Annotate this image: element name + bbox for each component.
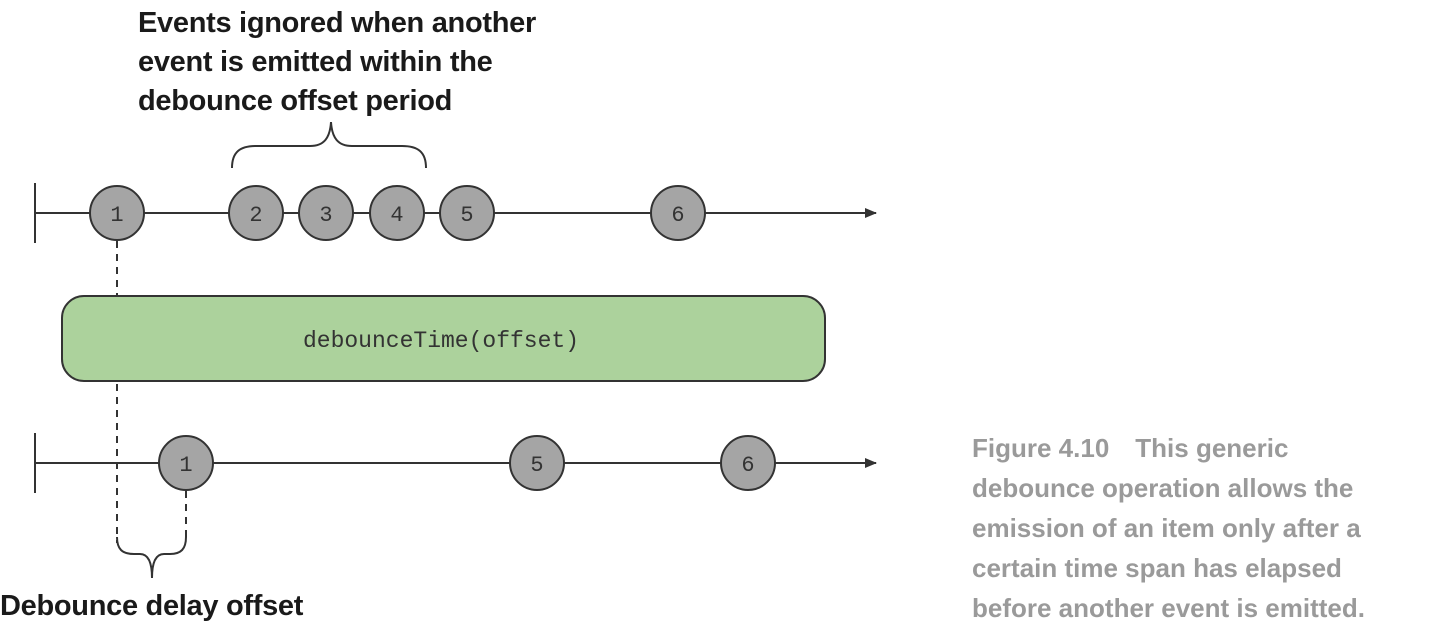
figure-caption-line-3: emission of an item only after a (972, 513, 1361, 543)
output-event-6-circle (720, 435, 776, 491)
output-event-1-circle (158, 435, 214, 491)
figure-number: Figure 4.10 (972, 433, 1110, 463)
operator-box-shape (61, 295, 826, 382)
input-event-4-circle (369, 185, 425, 241)
input-event-4-label: 4 (390, 203, 403, 228)
output-event-1-label: 1 (179, 453, 192, 478)
input-event-5-label: 5 (460, 203, 473, 228)
figure-caption-line-4: certain time span has elapsed (972, 553, 1342, 583)
figure-caption-line-2: debounce operation allows the (972, 473, 1354, 503)
operator-box: debounceTime(offset) (61, 295, 826, 382)
input-event-2-circle (228, 185, 284, 241)
input-event-5: 5 (439, 185, 495, 241)
input-event-5-circle (439, 185, 495, 241)
ignored-events-annotation-line-2: event is emitted within the (138, 46, 493, 78)
operator-label: debounceTime(offset) (303, 328, 579, 354)
output-event-1: 1 (158, 435, 214, 491)
output-event-5-circle (509, 435, 565, 491)
ignored-events-brace (231, 121, 427, 169)
input-event-6: 6 (650, 185, 706, 241)
input-event-2: 2 (228, 185, 284, 241)
output-event-5: 5 (509, 435, 565, 491)
input-event-3-label: 3 (319, 203, 332, 228)
input-event-3: 3 (298, 185, 354, 241)
figure-caption-text-1: This generic (1135, 433, 1289, 463)
input-event-2-label: 2 (249, 203, 262, 228)
output-event-5-label: 5 (530, 453, 543, 478)
input-event-1-label: 1 (110, 203, 123, 228)
input-event-3-circle (298, 185, 354, 241)
input-event-1: 1 (89, 185, 145, 241)
input-event-6-label: 6 (671, 203, 684, 228)
input-event-4: 4 (369, 185, 425, 241)
figure-caption: Figure 4.10 This generic debounce operati… (972, 428, 1440, 628)
delay-offset-annotation: Debounce delay offset (0, 590, 304, 622)
output-event-6-label: 6 (741, 453, 754, 478)
delay-offset-brace (116, 536, 187, 579)
ignored-events-annotation-line-3: debounce offset period (138, 85, 453, 117)
input-event-1-circle (89, 185, 145, 241)
figure-caption-line-5: before another event is emitted. (972, 593, 1365, 623)
ignored-events-annotation-line-1: Events ignored when another (138, 7, 536, 39)
figure-caption-line-1: Figure 4.10 This generic (972, 428, 1440, 468)
ignored-events-annotation: Events ignored when another event is emi… (138, 4, 578, 121)
input-event-6-circle (650, 185, 706, 241)
output-event-6: 6 (720, 435, 776, 491)
